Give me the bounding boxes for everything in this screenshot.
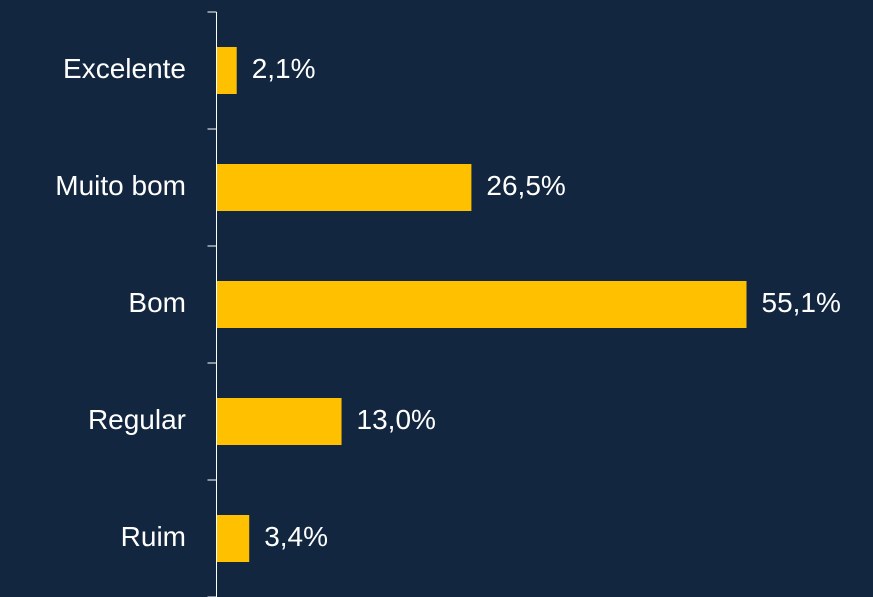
bar xyxy=(217,398,342,445)
bar xyxy=(217,164,472,211)
bar xyxy=(217,47,237,94)
bar xyxy=(217,281,747,328)
value-label: 55,1% xyxy=(762,287,841,318)
value-label: 2,1% xyxy=(252,53,316,84)
category-label: Bom xyxy=(128,287,186,318)
value-label: 13,0% xyxy=(357,404,436,435)
category-label: Ruim xyxy=(121,521,186,552)
category-label: Excelente xyxy=(63,53,186,84)
category-label: Regular xyxy=(88,404,186,435)
value-label: 26,5% xyxy=(486,170,565,201)
value-label: 3,4% xyxy=(264,521,328,552)
bar xyxy=(217,515,250,562)
category-label: Muito bom xyxy=(55,170,186,201)
